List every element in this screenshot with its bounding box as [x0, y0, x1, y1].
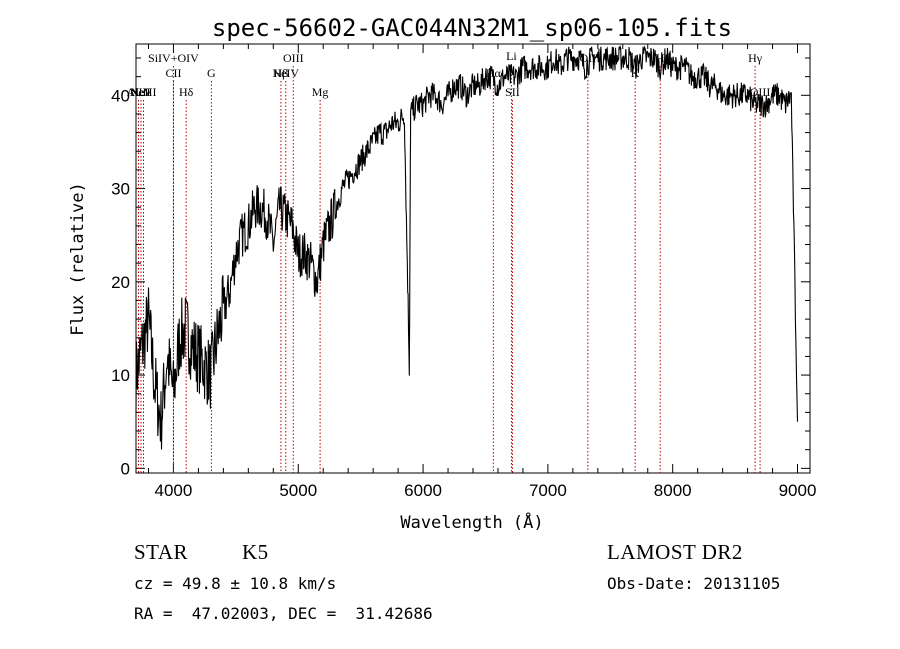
line-marker-label: SII [505, 85, 520, 99]
line-marker-label: NeIV [272, 66, 299, 80]
line-marker-label: NeIII [130, 85, 156, 99]
x-axis: 4000 5000 6000 7000 8000 9000 [147, 44, 817, 500]
object-subclass: K5 [242, 540, 269, 564]
y-tick-label: 0 [121, 459, 130, 478]
x-tick-label: 5000 [279, 481, 317, 500]
line-marker-label: Mg [312, 85, 329, 99]
line-marker-label: Hγ [748, 51, 763, 65]
line-marker-label: Hδ [179, 85, 194, 99]
x-tick-label: 7000 [529, 481, 567, 500]
line-marker-label: Li [506, 49, 517, 63]
line-marker-label: SiIV+OIV [148, 51, 199, 65]
y-axis-label: Flux (relative) [68, 182, 88, 336]
line-marker-label: OIII [283, 51, 304, 65]
chart-title: spec-56602-GAC044N32M1_sp06-105.fits [212, 14, 732, 42]
x-tick-label: 4000 [155, 481, 193, 500]
line-marker-label: H [656, 51, 665, 65]
line-marker-label: NeV [130, 85, 153, 99]
line-marker-label: Hβ [274, 66, 289, 80]
object-class: STAR [134, 540, 188, 564]
x-tick-label: 6000 [404, 481, 442, 500]
y-tick-label: 10 [111, 366, 130, 385]
x-axis-label: Wavelength (Å) [400, 511, 543, 533]
y-tick-label: 20 [111, 273, 130, 292]
x-tick-label: 8000 [654, 481, 692, 500]
spectrum-line [135, 44, 799, 450]
survey-name: LAMOST DR2 [607, 540, 743, 564]
line-marker-label: G [207, 66, 216, 80]
coordinates: RA = 47.02003, DEC = 31.42686 [134, 604, 433, 623]
redshift-velocity: cz = 49.8 ± 10.8 km/s [134, 574, 337, 593]
y-axis: 0 10 20 30 40 [111, 57, 810, 478]
x-tick-label: 9000 [779, 481, 817, 500]
line-marker-label: CII [165, 66, 181, 80]
observation-date: Obs-Date: 20131105 [607, 574, 781, 593]
line-marker-label: AlIII [126, 85, 150, 99]
spectrum-chart: spec-56602-GAC044N32M1_sp06-105.fits 400… [68, 14, 817, 533]
y-tick-label: 30 [111, 180, 130, 199]
y-tick-label: 40 [111, 86, 130, 105]
